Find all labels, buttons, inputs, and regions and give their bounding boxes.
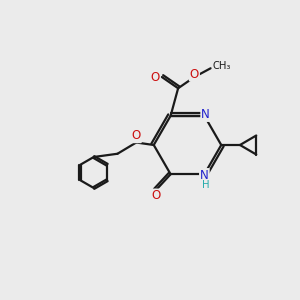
Text: CH₃: CH₃ — [213, 61, 231, 71]
Text: O: O — [151, 70, 160, 83]
Text: H: H — [202, 180, 209, 190]
Text: N: N — [200, 169, 209, 182]
Text: N: N — [201, 108, 210, 121]
Text: O: O — [151, 190, 160, 202]
Text: O: O — [132, 129, 141, 142]
Text: O: O — [190, 68, 199, 80]
